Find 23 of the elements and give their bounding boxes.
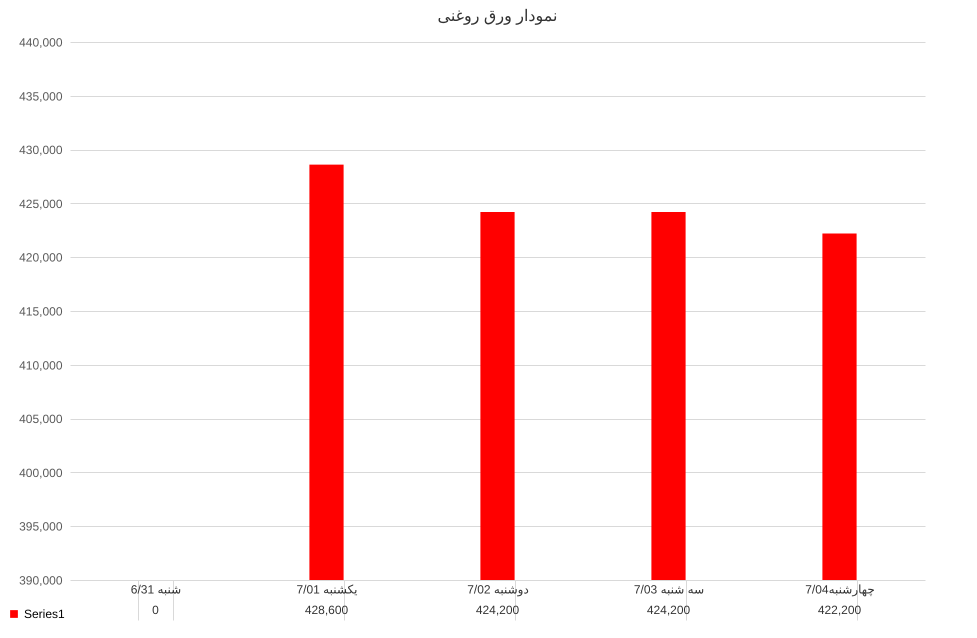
y-tick-label: 420,000 [19,250,63,265]
data-label: 424,200 [476,603,520,617]
y-tick-label: 440,000 [19,36,63,50]
legend-label: Series1 [24,607,66,621]
y-tick-label: 400,000 [19,466,63,480]
x-tick-label: شنبه 6/31 [130,582,182,596]
chart-title: نمودار ورق روغنی [437,8,558,25]
x-tick-label: سه شنبه 7/03 [634,582,704,596]
y-tick-label: 390,000 [19,574,63,588]
x-tick-label: دوشنبه 7/02 [467,582,529,596]
x-tick-label: چهارشنبه7/04 [805,582,875,596]
y-tick-label: 425,000 [19,196,63,211]
y-tick-label: 430,000 [19,143,63,158]
y-tick-label: 410,000 [19,358,63,372]
data-label: 424,200 [646,603,691,617]
y-tick-label: 395,000 [19,520,63,534]
y-tick-label: 435,000 [19,89,63,104]
text: 0 [152,603,159,617]
data-label: 428,600 [304,603,349,617]
x-tick-label: یکشنبه 7/01 [296,582,358,596]
y-tick-label: 405,000 [19,412,63,426]
data-label: 422,200 [818,603,862,617]
y-tick-label: 415,000 [19,304,63,318]
